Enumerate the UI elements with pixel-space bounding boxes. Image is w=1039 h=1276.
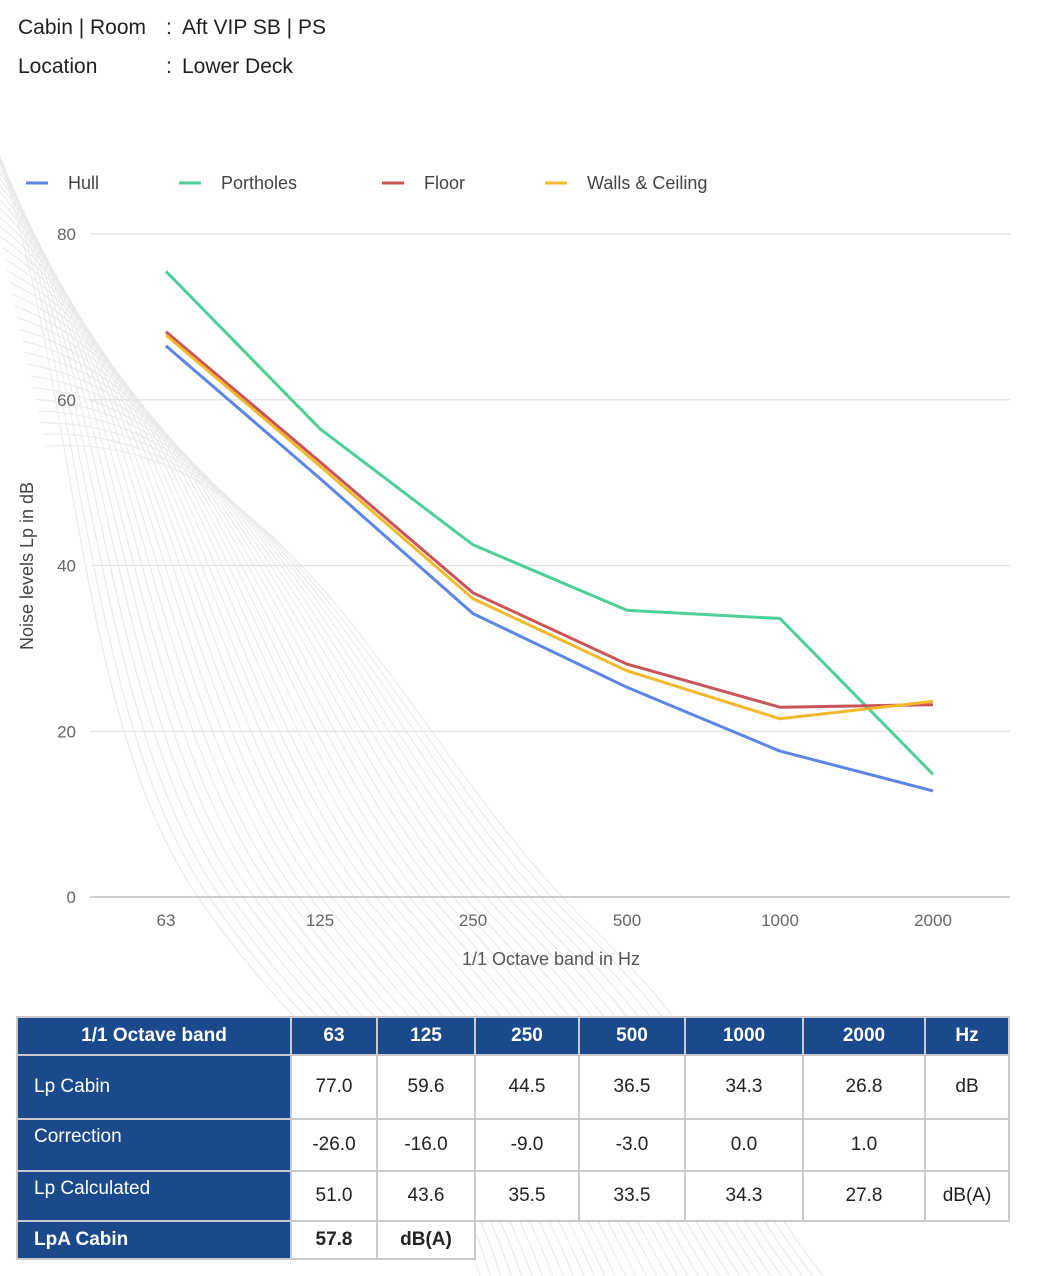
table-cell: -9.0 (474, 1118, 580, 1172)
cabin-value: Aft VIP SB | PS (182, 15, 326, 39)
series-line-hull (165, 344, 934, 793)
y-tick-label: 40 (57, 557, 76, 576)
x-tick-label: 500 (613, 911, 641, 930)
table-cell: 34.3 (684, 1054, 804, 1120)
legend-item[interactable]: Floor (382, 173, 465, 193)
y-axis-ticks: 0 20 40 60 80 (57, 225, 76, 907)
table-cell: 26.8 (802, 1054, 926, 1120)
legend-label: Floor (424, 173, 465, 193)
y-tick-label: 60 (57, 391, 76, 410)
x-tick-label: 2000 (914, 911, 952, 930)
table-header-cell: 1/1 Octave band (16, 1016, 292, 1056)
table-cell: 44.5 (474, 1054, 580, 1120)
legend-item[interactable]: Portholes (179, 173, 297, 193)
row-label: Correction (16, 1118, 292, 1172)
table-cell: 35.5 (474, 1170, 580, 1222)
unit-cell: dB(A) (924, 1170, 1010, 1222)
series-line-floor (165, 330, 934, 709)
y-axis-label: Noise levels Lp in dB (17, 482, 37, 650)
chart-gridlines (90, 233, 1010, 898)
lpa-unit: dB(A) (376, 1220, 476, 1260)
x-tick-label: 250 (459, 911, 487, 930)
table-header-cell: 2000 (802, 1016, 926, 1056)
lpa-label: LpA Cabin (16, 1220, 292, 1260)
table-cell: 77.0 (290, 1054, 378, 1120)
table-header-cell: Hz (924, 1016, 1010, 1056)
cabin-row: Cabin | Room : Aft VIP SB | PS (18, 8, 326, 47)
legend-label: Portholes (221, 173, 297, 193)
chart-series (164, 270, 935, 793)
cabin-label: Cabin | Room (18, 15, 147, 39)
table-cell: 33.5 (578, 1170, 686, 1222)
table-cell: -26.0 (290, 1118, 378, 1172)
x-axis-ticks: 63 125 250 500 1000 2000 (157, 911, 952, 930)
legend-label: Hull (68, 173, 99, 193)
table-cell: 34.3 (684, 1170, 804, 1222)
x-tick-label: 1000 (761, 911, 799, 930)
cabin-info-header: Cabin | Room : Aft VIP SB | PS Location … (18, 8, 326, 86)
cabin-separator: : (166, 15, 172, 39)
table-header-cell: 63 (290, 1016, 378, 1056)
y-tick-label: 80 (57, 225, 76, 244)
row-label: Lp Calculated (16, 1170, 292, 1222)
table-header-cell: 250 (474, 1016, 580, 1056)
table-cell: 36.5 (578, 1054, 686, 1120)
table-cell: -3.0 (578, 1118, 686, 1172)
row-label: Lp Cabin (16, 1054, 292, 1120)
location-label: Location (18, 54, 98, 78)
noise-level-chart: Hull Portholes Floor Walls & Ceiling 0 20 40 6… (17, 173, 1010, 969)
table-cell: 43.6 (376, 1170, 476, 1222)
series-line-portholes (164, 270, 935, 776)
table-header-cell: 125 (376, 1016, 476, 1056)
legend-item[interactable]: Walls & Ceiling (545, 173, 707, 193)
table-cell: -16.0 (376, 1118, 476, 1172)
table-cell: 51.0 (290, 1170, 378, 1222)
octave-band-table: 1/1 Octave band 63 125 250 500 1000 2000… (16, 1016, 1010, 1260)
x-axis-label: 1/1 Octave band in Hz (462, 949, 640, 969)
table-cell: 59.6 (376, 1054, 476, 1120)
table-cell: 1.0 (802, 1118, 926, 1172)
table-cell: 0.0 (684, 1118, 804, 1172)
location-value: Lower Deck (182, 54, 293, 78)
table-header-row: 1/1 Octave band 63 125 250 500 1000 2000… (16, 1016, 1010, 1056)
x-tick-label: 63 (157, 911, 176, 930)
table-row: Lp Calculated 51.0 43.6 35.5 33.5 34.3 2… (16, 1170, 1010, 1222)
lpa-row: LpA Cabin 57.8 dB(A) (16, 1220, 1009, 1260)
table-row: Lp Cabin 77.0 59.6 44.5 36.5 34.3 26.8 d… (16, 1054, 1010, 1120)
y-tick-label: 20 (57, 722, 76, 741)
table-cell: 27.8 (802, 1170, 926, 1222)
y-tick-label: 0 (67, 888, 76, 907)
x-tick-label: 125 (306, 911, 334, 930)
location-row: Location : Lower Deck (18, 47, 326, 86)
legend-item[interactable]: Hull (26, 173, 99, 193)
series-line-walls-ceiling (165, 333, 934, 721)
table-header-cell: 500 (578, 1016, 686, 1056)
lpa-value: 57.8 (290, 1220, 378, 1260)
table-header-cell: 1000 (684, 1016, 804, 1056)
table-row: Correction -26.0 -16.0 -9.0 -3.0 0.0 1.0 (16, 1118, 1010, 1172)
location-separator: : (166, 54, 172, 78)
unit-cell (924, 1118, 1010, 1172)
legend-label: Walls & Ceiling (587, 173, 707, 193)
unit-cell: dB (924, 1054, 1010, 1120)
chart-legend: Hull Portholes Floor Walls & Ceiling (26, 173, 707, 193)
